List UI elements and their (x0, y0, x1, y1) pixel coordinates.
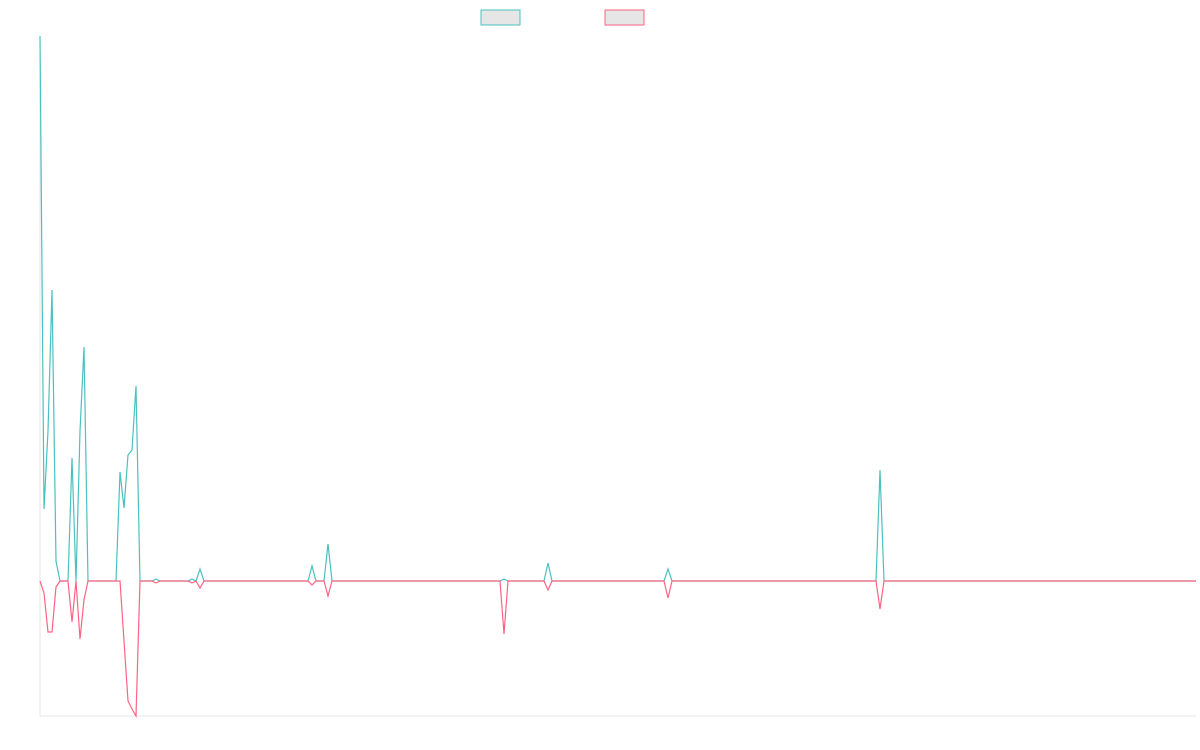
line-series (39, 580, 1196, 719)
legend-swatch (604, 9, 645, 26)
legend-swatch (480, 9, 521, 26)
line-series (39, 35, 1196, 582)
